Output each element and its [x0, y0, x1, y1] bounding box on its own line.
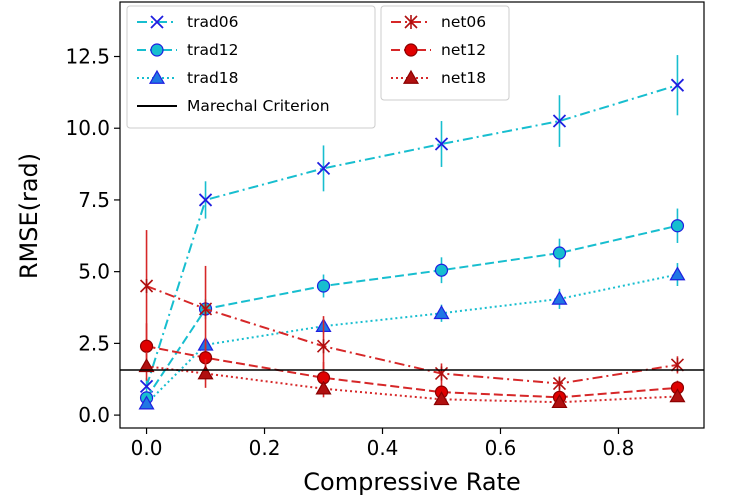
point-trad12: [552, 246, 567, 260]
point-net06: [552, 376, 567, 391]
x-tick-label: 0.6: [485, 436, 517, 460]
x-tick-label: 0.0: [131, 436, 163, 460]
legend-label-net12: net12: [441, 41, 486, 59]
legend-label-marechal-criterion: Marechal Criterion: [187, 97, 330, 115]
point-trad12: [316, 279, 331, 293]
point-trad06: [316, 161, 331, 176]
legend-item-trad06: trad06: [137, 13, 239, 31]
point-net18: [197, 365, 214, 380]
line-trad18: [145, 273, 678, 405]
y-tick-label: 7.5: [78, 188, 110, 212]
legend-label-trad06: trad06: [187, 13, 239, 31]
line-trad12: [145, 224, 678, 399]
series-net06: [139, 230, 685, 391]
line-net06: [146, 285, 678, 385]
legend-label-net06: net06: [441, 13, 486, 31]
x-axis-label: Compressive Rate: [303, 468, 520, 496]
point-trad12: [670, 219, 685, 233]
point-trad06: [552, 114, 567, 128]
point-net18: [315, 380, 332, 395]
series-trad12: [139, 208, 685, 405]
point-trad18: [551, 290, 568, 305]
point-trad18: [433, 305, 450, 320]
legend-item-trad12: trad12: [137, 41, 239, 59]
legend-frame: [126, 5, 376, 129]
point-net18: [138, 358, 155, 373]
series-trad18: [138, 263, 686, 410]
point-net18: [433, 391, 450, 406]
x-tick-label: 0.8: [603, 436, 635, 460]
point-net06: [139, 279, 154, 293]
y-tick-label: 5.0: [78, 260, 110, 284]
line-net12: [146, 345, 678, 399]
y-tick-label: 10.0: [65, 116, 110, 140]
legend-marker-trad18: [148, 69, 166, 84]
point-trad06: [198, 193, 213, 207]
legend-item-net18: net18: [391, 69, 486, 87]
legend-marker-net06: [404, 15, 418, 29]
y-tick-label: 0.0: [78, 403, 110, 427]
legend-marker-trad12: [150, 43, 164, 57]
point-net18: [669, 388, 686, 403]
legend-item-net12: net12: [391, 41, 486, 59]
y-tick-label: 12.5: [65, 45, 110, 69]
legend-item-marechal-criterion: Marechal Criterion: [137, 97, 330, 115]
point-trad18: [138, 395, 155, 410]
point-trad06: [670, 78, 685, 92]
point-net18: [551, 393, 568, 409]
line-trad06: [145, 84, 678, 387]
series-net18: [138, 351, 686, 409]
legend-box: net06 net12 net18: [380, 5, 510, 101]
point-trad06: [434, 137, 449, 151]
point-trad18: [669, 266, 686, 281]
line-net18: [146, 365, 678, 404]
legend-label-trad18: trad18: [187, 69, 239, 87]
legend-item-trad18: trad18: [137, 69, 239, 87]
legend-item-net06: net06: [391, 13, 486, 31]
y-axis-label: RMSE(rad): [15, 153, 43, 279]
point-trad12: [434, 263, 449, 277]
legend: trad06 trad12 trad18 Marechal Criterion net0…: [126, 5, 510, 129]
series-trad06: [139, 55, 685, 396]
point-net12: [139, 339, 154, 353]
plot-area: [120, 55, 704, 410]
plot-frame: [119, 1, 705, 429]
x-tick-label: 0.2: [249, 436, 281, 460]
legend-box: trad06 trad12 trad18 Marechal Criterion: [126, 5, 376, 129]
legend-marker-net18: [402, 69, 420, 84]
legend-label-net18: net18: [441, 69, 486, 87]
axes: 0.0 0.2 0.4 0.6 0.8 0.0 2.5 5.0 7.5 10.0 12.5: [65, 1, 705, 460]
legend-marker-net12: [404, 43, 418, 57]
legend-marker-trad06: [150, 15, 164, 29]
series-net12: [139, 323, 685, 405]
y-tick-label: 2.5: [78, 331, 110, 355]
point-net06: [198, 301, 213, 316]
x-tick-label: 0.4: [367, 436, 399, 460]
legend-label-trad12: trad12: [187, 41, 239, 59]
point-net06: [316, 339, 331, 354]
